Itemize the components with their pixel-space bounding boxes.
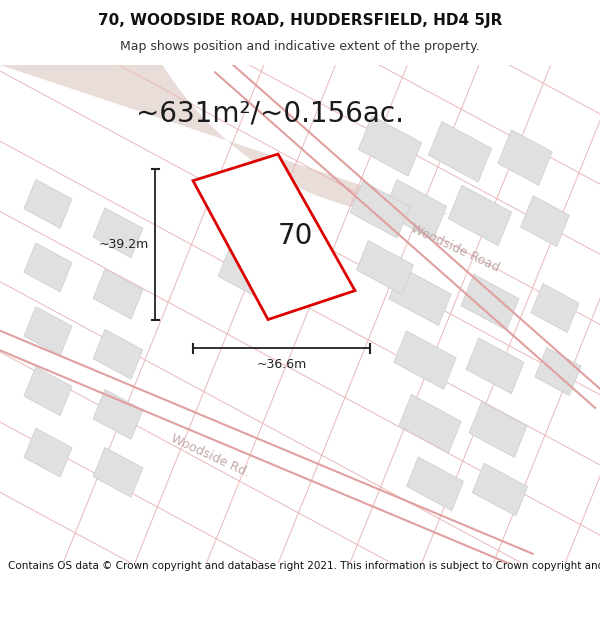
Polygon shape [218,245,278,302]
Polygon shape [531,284,579,332]
Polygon shape [0,0,448,216]
Polygon shape [498,130,552,186]
Polygon shape [356,241,413,294]
Polygon shape [24,243,72,292]
Text: Woodside Road: Woodside Road [409,222,502,274]
Polygon shape [389,268,451,326]
Polygon shape [406,457,464,511]
Text: ~39.2m: ~39.2m [99,238,149,251]
Text: Map shows position and indicative extent of the property.: Map shows position and indicative extent… [120,40,480,53]
Polygon shape [399,394,461,453]
Polygon shape [193,154,355,319]
Polygon shape [93,329,143,379]
Polygon shape [24,179,72,228]
Polygon shape [428,121,491,182]
Text: 70: 70 [277,222,313,250]
Polygon shape [24,428,72,477]
Polygon shape [358,116,422,176]
Text: Contains OS data © Crown copyright and database right 2021. This information is : Contains OS data © Crown copyright and d… [8,561,600,571]
Text: Woodside Rd.: Woodside Rd. [169,432,251,480]
Polygon shape [93,208,143,258]
Polygon shape [466,338,524,394]
Polygon shape [350,181,410,238]
Polygon shape [472,463,527,516]
Text: ~36.6m: ~36.6m [256,357,307,371]
Polygon shape [448,185,512,246]
Polygon shape [461,274,519,330]
Polygon shape [93,448,143,498]
Text: ~631m²/~0.156ac.: ~631m²/~0.156ac. [136,100,404,127]
Polygon shape [93,389,143,439]
Polygon shape [521,196,569,247]
Polygon shape [535,348,581,396]
Polygon shape [218,184,278,241]
Polygon shape [24,367,72,416]
Polygon shape [24,307,72,356]
Polygon shape [469,401,527,458]
Polygon shape [383,179,446,240]
Polygon shape [93,269,143,319]
Text: 70, WOODSIDE ROAD, HUDDERSFIELD, HD4 5JR: 70, WOODSIDE ROAD, HUDDERSFIELD, HD4 5JR [98,13,502,28]
Polygon shape [394,331,456,389]
